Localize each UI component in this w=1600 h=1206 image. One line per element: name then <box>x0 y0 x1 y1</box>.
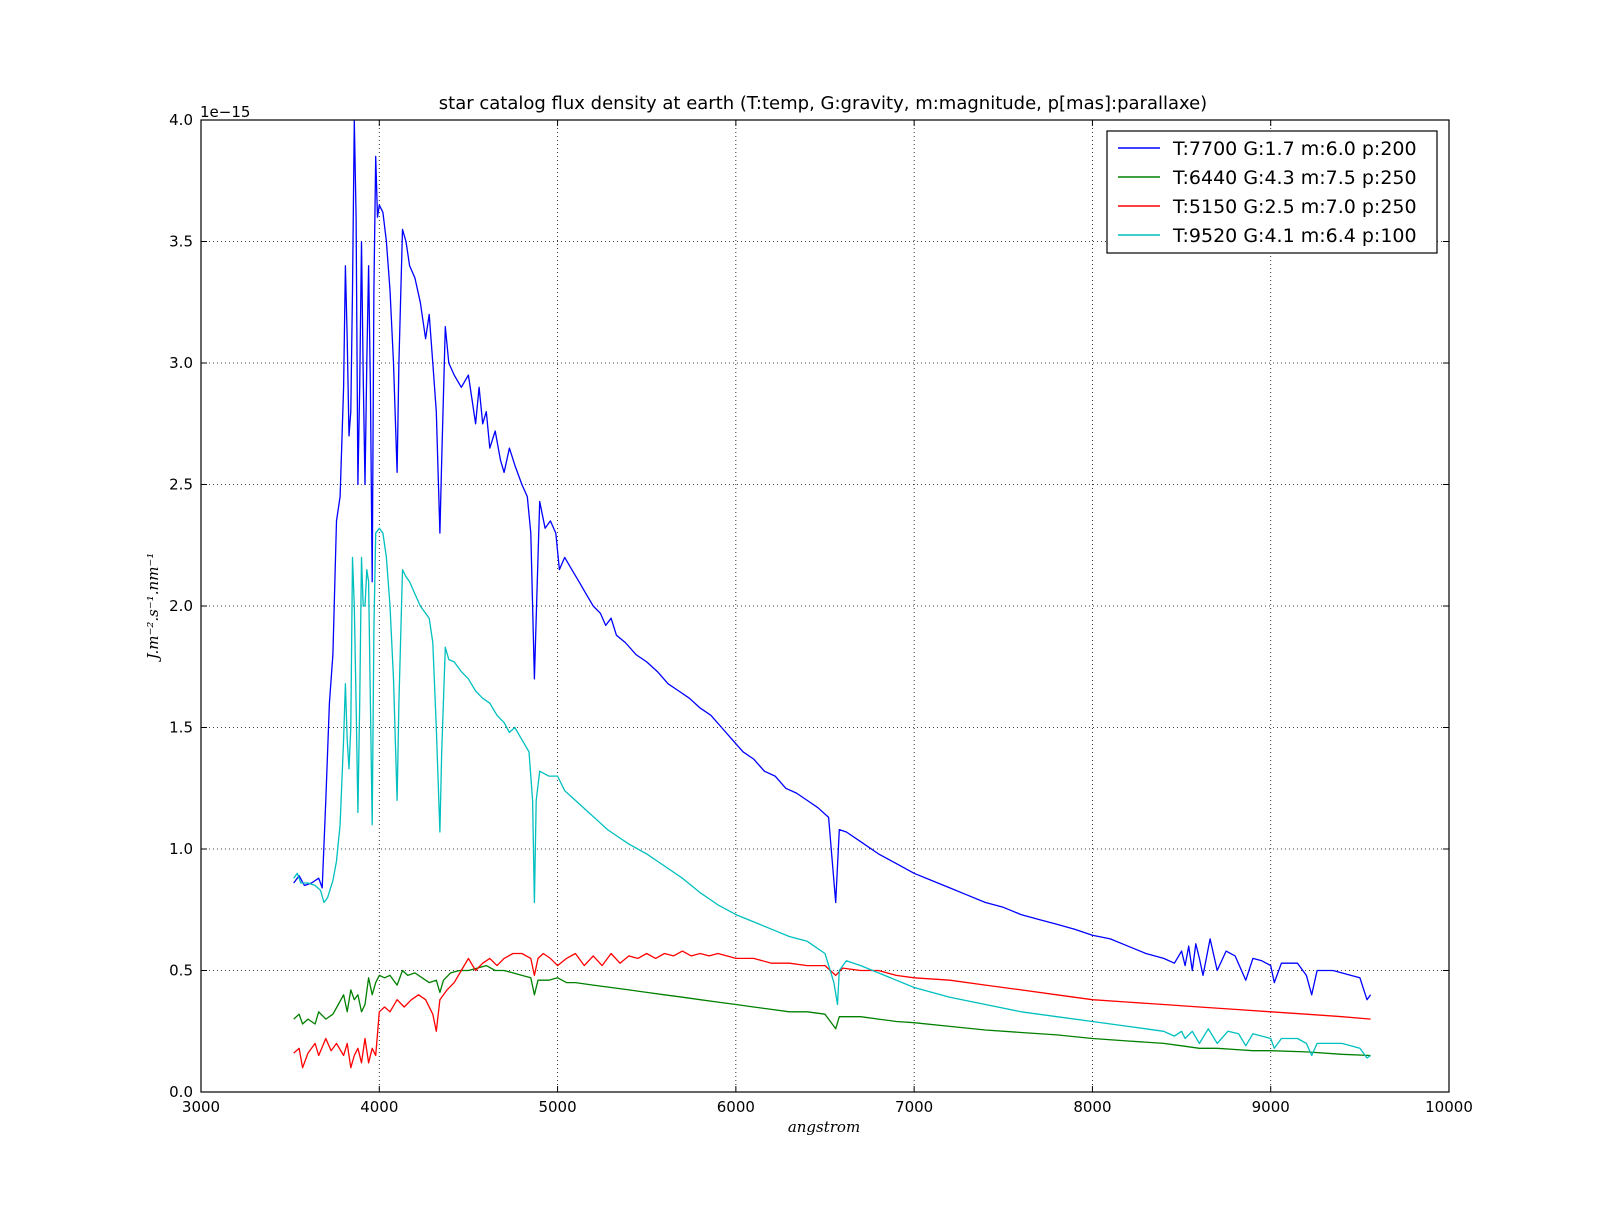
y-tick-label: 0.5 <box>169 962 193 980</box>
legend: T:7700 G:1.7 m:6.0 p:200 T:6440 G:4.3 m:7… <box>1106 130 1438 254</box>
y-axis-label: J.m⁻².s⁻¹.nm⁻¹ <box>144 553 162 663</box>
y-tick-label: 3.0 <box>169 354 193 372</box>
y-tick-label: 1.5 <box>169 719 193 737</box>
legend-entry: T:9520 G:4.1 m:6.4 p:100 <box>1172 225 1417 247</box>
legend-frame <box>1106 130 1438 254</box>
x-tick-label: 10000 <box>1425 1098 1473 1116</box>
series-line-1 <box>293 119 1372 1001</box>
y-tick-label: 1.0 <box>169 840 193 858</box>
x-tick-label: 8000 <box>1073 1098 1111 1116</box>
x-axis-label: angstrom <box>788 1118 860 1136</box>
y-tick-label: 3.5 <box>169 233 193 251</box>
x-tick-label: 9000 <box>1252 1098 1290 1116</box>
x-tick-label: 5000 <box>538 1098 576 1116</box>
legend-entry: T:5150 G:2.5 m:7.0 p:250 <box>1172 196 1417 218</box>
y-offset-label: 1e−15 <box>200 103 250 121</box>
y-tick-label: 2.0 <box>169 597 193 615</box>
grid-lines <box>201 120 1449 1092</box>
y-tick-label: 2.5 <box>169 476 193 494</box>
x-tick-label: 4000 <box>360 1098 398 1116</box>
series-line-4 <box>293 527 1371 1059</box>
series-line-2 <box>293 964 1371 1057</box>
y-tick-label: 0.0 <box>169 1083 193 1101</box>
axis-ticks: 3000 4000 5000 6000 7000 8000 9000 10000 0.0 0.5 1… <box>169 111 1473 1116</box>
y-tick-label: 4.0 <box>169 111 193 129</box>
chart-title: star catalog flux density at earth (T:te… <box>439 93 1207 114</box>
series-layer <box>293 119 1372 1069</box>
x-tick-label: 7000 <box>895 1098 933 1116</box>
series-line-3 <box>293 950 1371 1069</box>
legend-entry: T:7700 G:1.7 m:6.0 p:200 <box>1172 138 1417 160</box>
legend-entry: T:6440 G:4.3 m:7.5 p:250 <box>1172 167 1417 189</box>
x-tick-label: 6000 <box>717 1098 755 1116</box>
x-tick-label: 3000 <box>182 1098 220 1116</box>
